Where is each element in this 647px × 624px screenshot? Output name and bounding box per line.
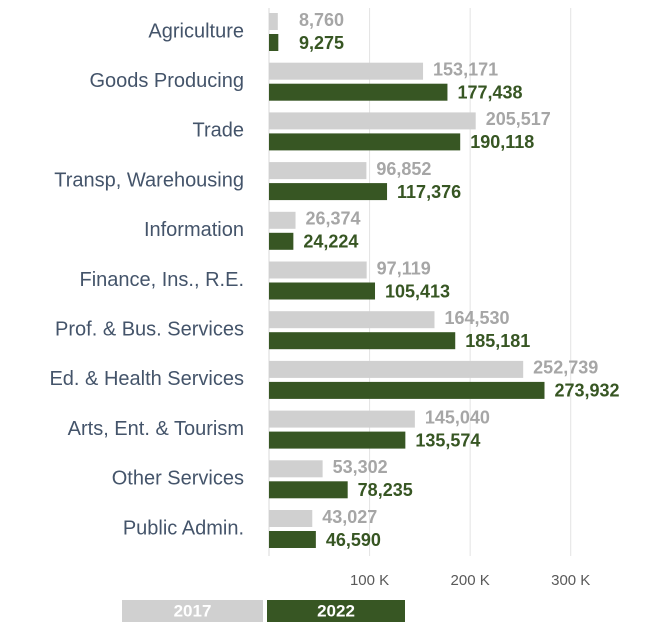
- value-label: 252,739: [533, 358, 598, 378]
- bar: [269, 481, 348, 499]
- bar: [269, 62, 424, 80]
- category-label: Transp, Warehousing: [54, 169, 244, 191]
- bar: [269, 211, 296, 229]
- x-tick-label: 100 K: [350, 572, 389, 589]
- category-label: Public Admin.: [123, 517, 244, 539]
- value-label: 9,275: [299, 33, 344, 53]
- legend-label: 2017: [174, 601, 212, 620]
- value-label: 153,171: [433, 59, 498, 79]
- value-label: 43,027: [322, 507, 377, 527]
- value-label: 78,235: [358, 480, 413, 500]
- value-label: 164,530: [444, 308, 509, 328]
- bar: [269, 360, 524, 378]
- value-label: 24,224: [303, 232, 358, 252]
- bar: [269, 282, 376, 300]
- value-label: 96,852: [376, 159, 431, 179]
- category-label: Other Services: [112, 468, 244, 490]
- value-label: 26,374: [306, 209, 361, 229]
- bar: [269, 34, 279, 51]
- bar: [269, 162, 367, 180]
- bar: [269, 261, 367, 279]
- bar: [269, 83, 448, 101]
- bar: [269, 232, 294, 250]
- legend-label: 2022: [317, 601, 355, 620]
- category-label: Finance, Ins., R.E.: [79, 269, 244, 291]
- category-label: Ed. & Health Services: [49, 368, 244, 390]
- category-label: Information: [144, 219, 244, 241]
- category-label: Trade: [192, 120, 244, 142]
- legend-swatch: [122, 600, 263, 622]
- x-tick-label: 300 K: [551, 572, 590, 589]
- bar: [269, 13, 278, 30]
- bar: [269, 510, 313, 527]
- bar: [269, 531, 316, 548]
- value-label: 145,040: [425, 407, 490, 427]
- legend-swatch: [267, 600, 405, 622]
- bar: [269, 381, 545, 399]
- value-label: 53,302: [333, 457, 388, 477]
- category-label: Arts, Ent. & Tourism: [68, 418, 244, 440]
- value-label: 185,181: [465, 331, 530, 351]
- x-tick-label: 200 K: [451, 572, 490, 589]
- bar: [269, 431, 406, 449]
- value-label: 273,932: [554, 381, 619, 401]
- bar: [269, 183, 388, 201]
- value-label: 177,438: [457, 82, 522, 102]
- bar: [269, 460, 323, 478]
- value-label: 46,590: [326, 530, 381, 550]
- category-label: Goods Producing: [89, 70, 244, 92]
- value-label: 105,413: [385, 281, 450, 301]
- value-label: 205,517: [486, 109, 551, 129]
- value-label: 97,119: [377, 258, 431, 278]
- bar: [269, 410, 415, 428]
- bar: [269, 311, 435, 329]
- category-label: Agriculture: [148, 20, 244, 42]
- value-label: 135,574: [415, 430, 480, 450]
- bar: [269, 112, 476, 130]
- value-label: 117,376: [397, 182, 461, 202]
- category-label: Prof. & Bus. Services: [55, 318, 244, 340]
- bar: [269, 332, 456, 350]
- value-label: 190,118: [470, 132, 534, 152]
- value-label: 8,760: [299, 10, 344, 30]
- bar: [269, 133, 461, 151]
